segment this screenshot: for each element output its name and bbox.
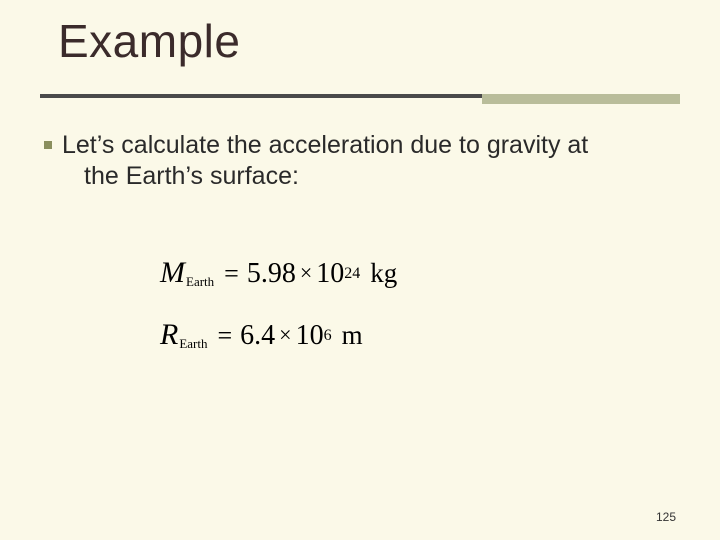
symbol-r: R <box>160 318 178 352</box>
body-text: Let’s calculate the acceleration due to … <box>62 130 662 193</box>
body-bullet <box>44 141 52 149</box>
times-sign: × <box>279 322 291 348</box>
equals-sign: = <box>224 259 239 289</box>
body-line-2: the Earth’s surface: <box>62 161 662 192</box>
base-ten: 10 <box>296 320 324 352</box>
exponent-6: 6 <box>324 327 332 345</box>
exponent-24: 24 <box>344 265 360 283</box>
divider-accent-bar <box>482 94 680 104</box>
page-number: 125 <box>656 510 676 524</box>
equations-block: MEarth = 5.98 × 1024 kg REarth = 6.4 × 1… <box>160 256 397 380</box>
unit-kg: kg <box>370 258 397 289</box>
equation-row-radius: REarth = 6.4 × 106 m <box>160 318 397 366</box>
symbol-m: M <box>160 256 185 290</box>
title-divider <box>40 94 680 108</box>
unit-m: m <box>342 320 363 351</box>
body-line-1: Let’s calculate the acceleration due to … <box>62 131 588 159</box>
coefficient-mass: 5.98 <box>247 258 296 290</box>
subscript-earth-m: Earth <box>186 274 214 290</box>
equation-row-mass: MEarth = 5.98 × 1024 kg <box>160 256 397 304</box>
times-sign: × <box>300 260 312 286</box>
equals-sign: = <box>217 321 232 351</box>
coefficient-radius: 6.4 <box>240 320 275 352</box>
base-ten: 10 <box>316 258 344 290</box>
slide-title: Example <box>58 14 240 68</box>
slide: Example Let’s calculate the acceleration… <box>0 0 720 540</box>
subscript-earth-r: Earth <box>179 336 207 352</box>
